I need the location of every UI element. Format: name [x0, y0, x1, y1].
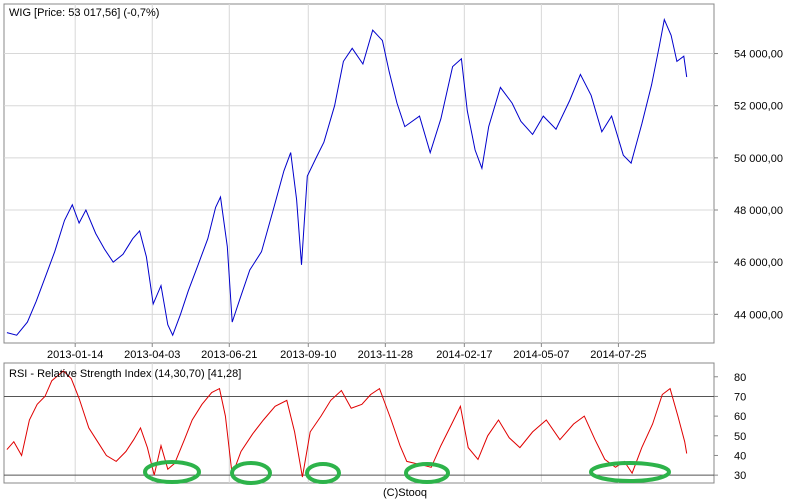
rsi-panel: 30 40 50 60 70 80 RSI - Relative Strength Ind… [3, 362, 746, 485]
price-y-tick-label: 52 000,00 [734, 101, 783, 113]
price-series-line [6, 17, 688, 337]
rsi-y-tick-label: 60 [734, 411, 746, 423]
rsi-plot-frame [3, 362, 715, 484]
footer-credit: (C)Stooq [383, 487, 427, 499]
x-tick-label: 2013-04-03 [124, 349, 180, 361]
price-plot-frame [3, 3, 715, 344]
price-y-tick-label: 50 000,00 [734, 153, 783, 165]
price-y-tick-label: 54 000,00 [734, 49, 783, 61]
rsi-y-tick-label: 40 [734, 450, 746, 462]
price-y-tick-label: 44 000,00 [734, 309, 783, 321]
x-tick-label: 2013-06-21 [201, 349, 257, 361]
price-y-tick-label: 48 000,00 [734, 205, 783, 217]
rsi-y-tick-label: 70 [734, 391, 746, 403]
rsi-grid [74, 363, 619, 483]
rsi-y-tick-label: 50 [734, 431, 746, 443]
oversold-marker-ellipse [404, 462, 450, 484]
x-tick-label: 2014-05-07 [513, 349, 569, 361]
rsi-y-axis: 30 40 50 60 70 80 [714, 372, 746, 482]
oversold-marker-ellipse [589, 461, 671, 483]
price-y-tick-label: 46 000,00 [734, 257, 783, 269]
rsi-y-tick-label: 30 [734, 470, 746, 482]
price-grid [4, 4, 714, 343]
price-panel: 44 000,00 46 000,00 48 000,00 50 000,00 52 0… [3, 3, 783, 344]
oversold-marker-ellipse [143, 460, 201, 484]
date-x-axis: 2013-01-14 2013-04-03 2013-06-21 2013-09-10… [47, 343, 647, 361]
rsi-chart-title: RSI - Relative Strength Index (14,30,70)… [9, 368, 241, 380]
x-tick-label: 2014-02-17 [436, 349, 492, 361]
x-tick-label: 2014-07-25 [590, 349, 646, 361]
price-y-axis: 44 000,00 46 000,00 48 000,00 50 000,00 52 0… [714, 49, 783, 321]
rsi-series-line [6, 370, 688, 478]
x-tick-label: 2013-11-28 [358, 349, 413, 361]
oversold-markers [143, 460, 671, 485]
x-tick-label: 2013-09-10 [280, 349, 336, 361]
rsi-y-tick-label: 80 [734, 372, 746, 384]
oversold-marker-ellipse [230, 461, 272, 485]
price-chart-title: WIG [Price: 53 017,56] (-0,7%) [9, 7, 159, 19]
x-tick-label: 2013-01-14 [47, 349, 103, 361]
oversold-marker-ellipse [305, 462, 341, 484]
